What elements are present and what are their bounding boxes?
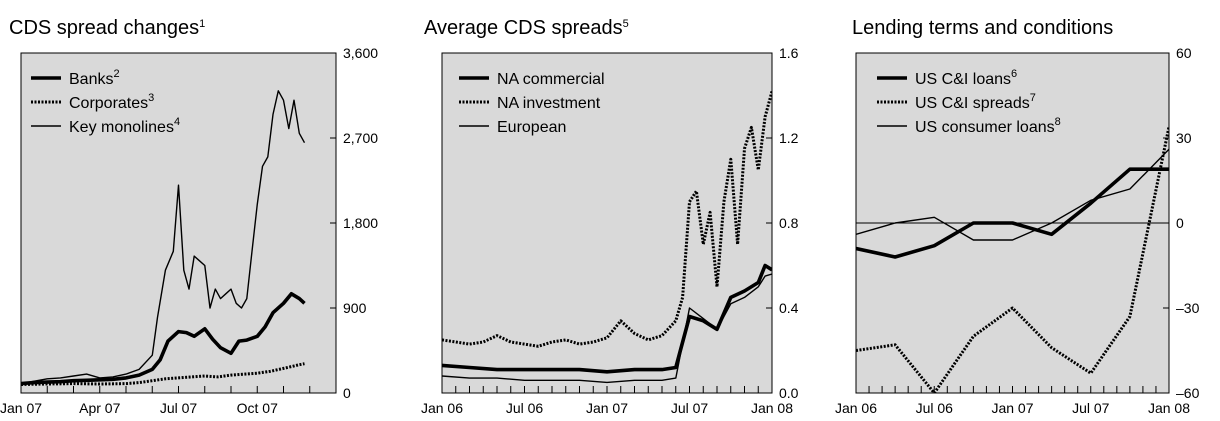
panel-2-title-note: 5 (623, 18, 629, 30)
legend-label: US consumer loans8 (915, 116, 1061, 136)
legend-label: NA investment (497, 95, 601, 112)
x-tick-label: Apr 07 (79, 400, 120, 416)
y-tick-label: 1,800 (343, 215, 378, 231)
legend-label: NA commercial (497, 71, 605, 88)
legend-label-note: 4 (174, 116, 180, 128)
series-line-na-commercial (442, 263, 772, 374)
panel-2-title: Average CDS spreads5 (424, 17, 629, 39)
panel-1-title-text: CDS spread changes (9, 17, 199, 39)
x-tick-label: Jan 08 (1148, 400, 1190, 416)
x-tick-label: Jan 06 (835, 400, 877, 416)
y-tick-label: 0 (343, 385, 351, 401)
legend-label-text: Corporates (69, 95, 148, 112)
panel-1-title: CDS spread changes1 (9, 17, 205, 39)
legend-label: US C&I spreads7 (915, 92, 1036, 112)
legend-label-text: US C&I spreads (915, 95, 1030, 112)
legend-label-text: US C&I loans (915, 71, 1011, 88)
x-tick-label: Oct 07 (237, 400, 278, 416)
legend-label-note: 8 (1055, 116, 1061, 128)
panel-1-title-note: 1 (199, 18, 205, 30)
legend-label-text: Banks (69, 71, 113, 88)
panel-2: Average CDS spreads5 0.0 0.4 0.8 1.2 1.6 Jan 0… (421, 17, 799, 416)
legend-label: Key monolines4 (69, 116, 180, 136)
y-tick-label: 2,700 (343, 130, 378, 146)
y-tick-label: 60 (1176, 45, 1192, 61)
legend-label: Banks2 (69, 68, 120, 88)
series-line-european (442, 273, 772, 384)
legend-label-note: 3 (148, 92, 154, 104)
y-tick-label: 30 (1176, 130, 1192, 146)
plot-area (20, 52, 337, 394)
y-tick-label: 0.4 (779, 300, 799, 316)
x-tick-label: Jan 07 (586, 400, 628, 416)
legend-label-text: Key monolines (69, 119, 174, 136)
y-tick-label: 3,600 (343, 45, 378, 61)
x-tick-label: Jul 06 (506, 400, 544, 416)
y-tick-label: 0.8 (779, 215, 799, 231)
y-tick-label: –60 (1176, 385, 1200, 401)
panel-1: CDS spread changes1 0 900 1,800 2,700 3,600 Ja… (0, 17, 378, 416)
series-line-us-c-i-spreads (856, 126, 1169, 393)
x-tick-label: Jan 07 (991, 400, 1033, 416)
legend-label: Corporates3 (69, 92, 154, 112)
x-tick-label: Jan 07 (0, 400, 42, 416)
x-tick-label: Jul 07 (1072, 400, 1110, 416)
series-line-us-c-i-loans (856, 167, 1169, 259)
legend-label: US C&I loans6 (915, 68, 1017, 88)
legend-label-note: 7 (1030, 92, 1036, 104)
y-tick-label: 1.6 (779, 45, 799, 61)
x-tick-label: Jan 08 (751, 400, 793, 416)
panel-2-title-text: Average CDS spreads (424, 17, 623, 39)
legend-label-note: 6 (1011, 68, 1017, 80)
series-line-na-investment (442, 90, 772, 348)
panel-3: Lending terms and conditions –60 –30 0 30 60 J… (835, 17, 1200, 416)
y-tick-label: 0 (1176, 215, 1184, 231)
series-line-us-consumer-loans (856, 148, 1169, 241)
x-tick-label: Jul 07 (671, 400, 709, 416)
legend-label-text: NA investment (497, 95, 601, 112)
legend-label-text: NA commercial (497, 71, 605, 88)
plot-area (441, 52, 773, 394)
series-line-key-monolines (21, 90, 306, 385)
x-tick-label: Jul 06 (916, 400, 954, 416)
series-line-banks (21, 291, 306, 386)
y-tick-label: 0.0 (779, 385, 799, 401)
x-tick-label: Jan 06 (421, 400, 463, 416)
legend-label-text: US consumer loans (915, 119, 1055, 136)
panel-3-title: Lending terms and conditions (852, 17, 1113, 39)
y-tick-label: 1.2 (779, 130, 799, 146)
x-tick-label: Jul 07 (160, 400, 198, 416)
panel-3-title-text: Lending terms and conditions (852, 17, 1113, 39)
legend-label-text: European (497, 119, 566, 136)
legend-label-note: 2 (113, 68, 119, 80)
y-tick-label: 900 (343, 300, 367, 316)
legend-label: European (497, 119, 566, 136)
y-tick-label: –30 (1176, 300, 1200, 316)
